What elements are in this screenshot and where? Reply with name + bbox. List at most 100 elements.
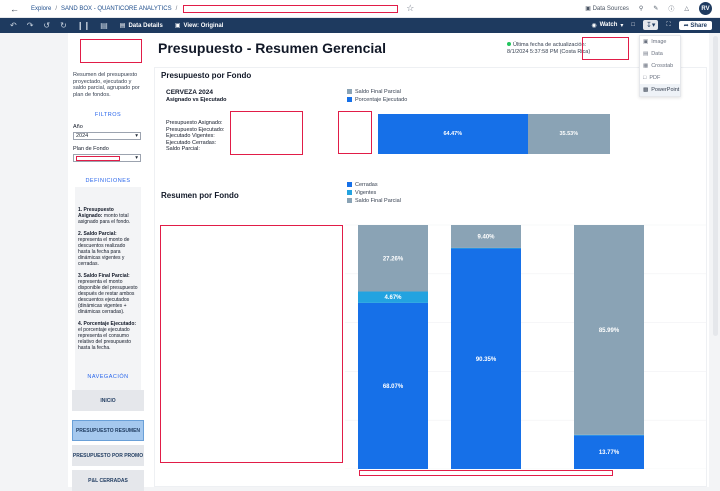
- breadcrumb-workbook-redacted[interactable]: [183, 4, 399, 13]
- navigation-heading: NAVEGACIÓN: [87, 374, 129, 380]
- legend-item: Saldo Final Parcial: [347, 88, 407, 96]
- data-sources-link[interactable]: ▣ Data Sources: [585, 6, 629, 12]
- bar-label: 35.53%: [559, 131, 579, 137]
- new-icon[interactable]: ✎: [653, 6, 659, 12]
- year-select[interactable]: 2024 ▾: [73, 132, 141, 140]
- bar-data-label: 27.26%: [383, 256, 404, 262]
- kv-label: Ejecutado Vigentes:: [166, 133, 215, 139]
- bar-segment-saldo-final-parcial[interactable]: [574, 225, 644, 435]
- bar-segment-saldo[interactable]: 35.53%: [527, 114, 610, 154]
- comments-icon[interactable]: □: [631, 22, 636, 28]
- bar-segment-cerradas[interactable]: [574, 435, 644, 469]
- legend-swatch: [347, 96, 352, 102]
- definitions-panel: 1. Presupuesto Asignado: monto total asi…: [75, 187, 141, 405]
- refresh-icon[interactable]: ↻: [60, 21, 67, 30]
- powerpoint-icon: ▩: [643, 87, 649, 93]
- data-details-button[interactable]: ▤ Data Details: [119, 22, 163, 30]
- nav-inicio-button[interactable]: INICIO: [72, 390, 144, 411]
- fund-section-title: Presupuesto por Fondo: [161, 71, 252, 80]
- legend-label: Cerradas: [355, 182, 378, 188]
- bar-label: 64.47%: [443, 131, 463, 137]
- legend-item: Porcentaje Ejecutado: [347, 96, 407, 104]
- bar-segment-cerradas[interactable]: [451, 248, 521, 469]
- undo-icon[interactable]: ↶: [10, 21, 17, 30]
- legend-swatch: [347, 88, 352, 94]
- bar-segment-vigentes[interactable]: [451, 247, 521, 249]
- legend-item: Saldo Final Parcial: [347, 197, 401, 205]
- fund-kv-labels: Presupuesto Asignado: Presupuesto Ejecut…: [166, 120, 224, 153]
- favorite-star-icon[interactable]: ☆: [406, 3, 415, 13]
- bar-segment-ejecutado[interactable]: 64.47%: [378, 114, 528, 154]
- sidebar: Resumen del presupuesto proyectado, ejec…: [70, 72, 146, 491]
- summary-table-redacted: [160, 225, 343, 463]
- menu-item-image[interactable]: ▣ Image: [640, 36, 680, 48]
- viz-toolbar: ↶ ↷ ↺ ↻ ❙❙ ▤ ▤ Data Details ▣ View: Origin…: [0, 18, 720, 33]
- legend-label: Saldo Final Parcial: [355, 89, 401, 95]
- redo-icon[interactable]: ↷: [26, 21, 34, 30]
- data-icon: ▤: [643, 51, 649, 57]
- breadcrumb-separator: /: [55, 5, 58, 12]
- filters-heading: FILTROS: [94, 112, 122, 118]
- nav-pl-cerradas-button[interactable]: P&L CERRADAS: [72, 470, 144, 491]
- menu-item-crosstab[interactable]: ▦ Crosstab: [640, 60, 680, 72]
- scrollbar-thumb[interactable]: [713, 36, 718, 336]
- bar-data-label: 9.40%: [477, 234, 495, 240]
- fullscreen-icon[interactable]: ⛶: [666, 21, 671, 28]
- download-menu: ▣ Image ▤ Data ▦ Crosstab □ PDF ▩ PowerPoint: [639, 35, 681, 97]
- avatar[interactable]: RV: [699, 2, 712, 15]
- data-details-icon: ▤: [119, 23, 126, 29]
- bar-data-label: 68.07%: [383, 384, 404, 390]
- bar-segment-vigentes[interactable]: [358, 291, 428, 303]
- nav-presupuesto-resumen-button[interactable]: PRESUPUESTO RESUMEN: [72, 420, 144, 441]
- year-label: Año: [73, 124, 83, 130]
- search-icon[interactable]: ⚲: [638, 6, 644, 12]
- help-icon[interactable]: ⓘ: [668, 7, 675, 13]
- definition-item: 3. Saldo Final Parcial: representa el mo…: [78, 273, 138, 315]
- watch-button[interactable]: ◉ Watch ▾: [591, 22, 624, 29]
- definition-term: 4. Porcentaje Ejecutado:: [78, 321, 137, 327]
- breadcrumb-explore[interactable]: Explore: [31, 5, 52, 12]
- legend-label: Porcentaje Ejecutado: [355, 97, 408, 103]
- legend-swatch: [347, 181, 352, 187]
- kv-label: Saldo Parcial:: [166, 146, 200, 152]
- bar-segment-cerradas[interactable]: [358, 302, 428, 469]
- last-update: Última fecha de actualización: 8/1/2024 …: [507, 42, 590, 55]
- definition-item: 2. Saldo Parcial: representa el monto de…: [78, 231, 138, 267]
- sidebar-description: Resumen del presupuesto proyectado, ejec…: [73, 72, 140, 98]
- breadcrumb-project[interactable]: SAND BOX - QUANTICORE ANALYTICS: [61, 5, 172, 12]
- metrics-icon[interactable]: ▤: [100, 21, 108, 30]
- share-button[interactable]: ➦ Share: [678, 20, 712, 30]
- kv-values-redacted: [230, 111, 303, 155]
- page-title: Presupuesto - Resumen Gerencial: [158, 40, 386, 56]
- crosstab-icon: ▦: [643, 63, 649, 69]
- legend-label: Saldo Final Parcial: [355, 198, 401, 204]
- revert-icon[interactable]: ↺: [43, 21, 51, 30]
- data-details-label: Data Details: [128, 22, 163, 29]
- back-arrow-icon[interactable]: ←: [10, 3, 19, 14]
- top-bar: ← Explore / SAND BOX - QUANTICORE ANALYT…: [0, 0, 720, 18]
- image-icon: ▣: [643, 39, 649, 45]
- definition-text: el porcentaje ejecutado representa el co…: [78, 327, 132, 351]
- menu-item-label: PowerPoint: [651, 87, 680, 93]
- fund-name: CERVEZA 2024: [166, 89, 213, 96]
- bar-segment-saldo-final-parcial[interactable]: [451, 225, 521, 248]
- nav-presupuesto-promo-button[interactable]: PRESUPUESTO POR PROMO: [72, 445, 144, 466]
- pause-icon[interactable]: ❙❙: [76, 21, 91, 30]
- fund-subtitle: Asignado vs Ejecutado: [166, 97, 227, 103]
- plan-select[interactable]: ▾: [73, 154, 141, 162]
- share-label: Share: [690, 22, 707, 29]
- menu-item-data[interactable]: ▤ Data: [640, 48, 680, 60]
- data-sources-label: Data Sources: [592, 6, 629, 12]
- eye-icon: ◉: [591, 22, 597, 29]
- bar-segment-saldo-final-parcial[interactable]: [358, 225, 428, 292]
- plan-value-redacted: [76, 155, 120, 161]
- menu-item-pdf[interactable]: □ PDF: [640, 72, 680, 84]
- bar-segment-vigentes[interactable]: [574, 434, 644, 436]
- view-original-button[interactable]: ▣ View: Original: [175, 22, 224, 30]
- watch-label: Watch: [599, 22, 618, 28]
- download-button[interactable]: ↧▾: [643, 20, 659, 30]
- menu-item-powerpoint[interactable]: ▩ PowerPoint: [640, 84, 680, 96]
- view-original-label: View: Original: [183, 22, 224, 29]
- legend-swatch: [347, 189, 352, 195]
- notifications-icon[interactable]: △: [684, 6, 689, 12]
